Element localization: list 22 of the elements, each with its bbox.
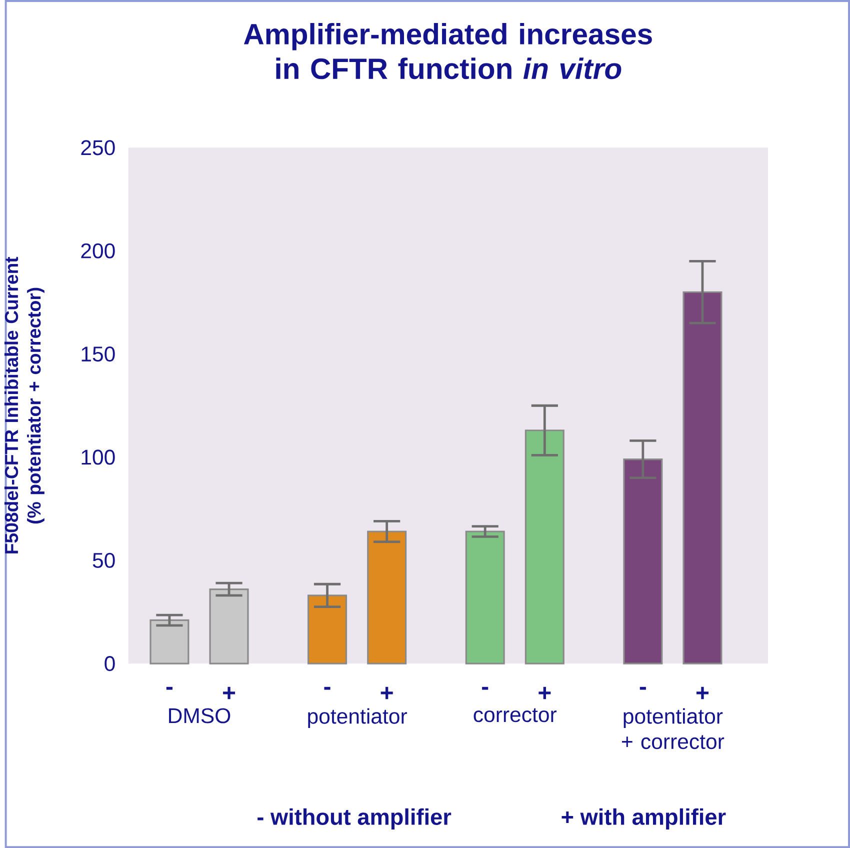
- y-tick-label: 200: [81, 243, 115, 258]
- text: +: [538, 686, 551, 699]
- y-axis-title: F508del-CFTR Inhibitable Current (% potentiator + corrector): [4, 256, 44, 554]
- chart-title: Amplifier-mediated increases in CFTR function in vitro: [244, 22, 652, 80]
- x-tick-label: potentiator + corrector: [622, 708, 724, 750]
- x-tick-label: corrector: [474, 708, 557, 722]
- text: +: [696, 686, 709, 699]
- series-label: +: [223, 686, 236, 699]
- text: -: [482, 686, 488, 690]
- y-tick-label: 100: [82, 450, 115, 465]
- text: - without amplifier: [258, 808, 452, 830]
- y-tick-label: 150: [82, 346, 115, 362]
- text: + with amplifier: [562, 808, 726, 830]
- text: -: [640, 686, 646, 690]
- y-tick-label: 50: [92, 552, 115, 568]
- text: +: [380, 686, 393, 699]
- y-tick-label: 250: [81, 140, 115, 156]
- series-label: -: [166, 686, 172, 690]
- y-tick-label: 0: [104, 656, 115, 672]
- text: -: [324, 686, 330, 690]
- x-tick-label: DMSO: [169, 708, 230, 724]
- x-tick-label: potentiator: [308, 708, 407, 728]
